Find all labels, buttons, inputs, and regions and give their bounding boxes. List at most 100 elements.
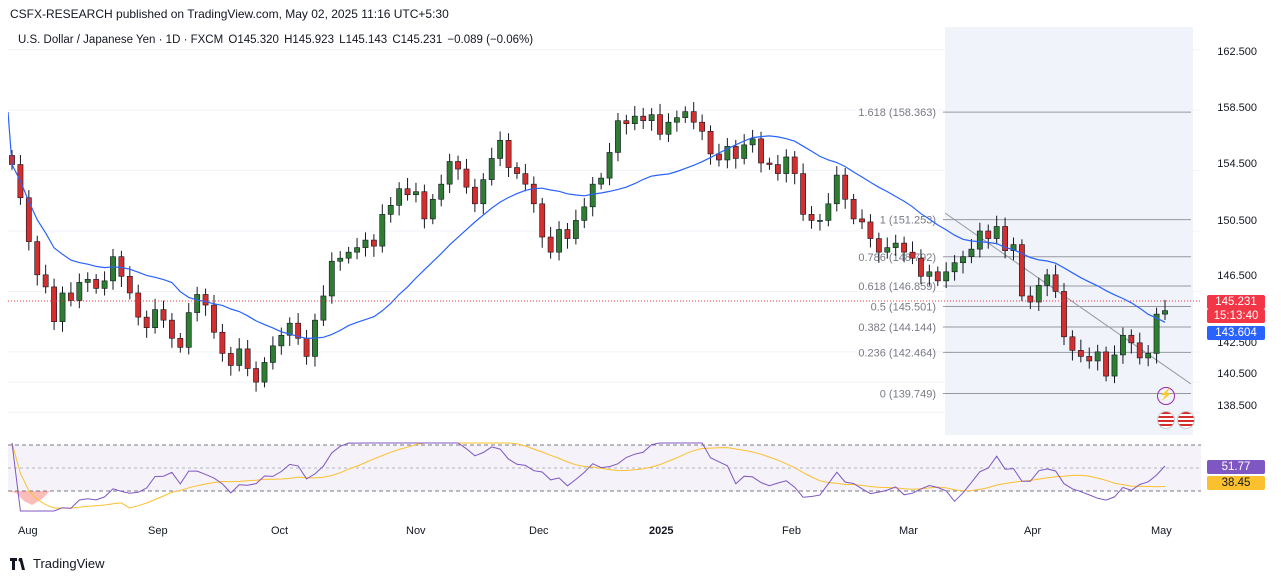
candle-body [825,203,832,221]
candle-body [1044,274,1051,286]
candle-body [295,322,302,339]
candle-body [404,188,411,196]
fib-level-label: 0 (139.749) [880,388,936,400]
candle-body [547,236,554,253]
candle-body [699,121,706,132]
rsi-ma-value-tag: 38.45 [1207,476,1265,490]
candle-body [943,271,950,282]
candle-body [690,111,697,123]
candle-body [413,191,419,196]
candle-body [1103,351,1109,377]
price-axis-label: 150.500 [1217,215,1257,227]
rsi-line [11,442,1166,512]
candle-body [396,188,403,206]
candle-body [817,220,823,222]
candle-body [581,206,588,221]
candle-body [1077,350,1084,357]
price-axis-label: 154.500 [1217,158,1257,170]
candle-body [564,229,571,239]
candle-body [177,337,184,348]
candle-body [76,282,83,301]
candle-body [657,114,663,135]
candle-body [202,294,209,306]
candle-body [1061,291,1067,338]
candle-body [1002,226,1008,251]
candle-body [143,316,150,329]
candle-body [194,294,201,313]
candle-body [429,198,436,220]
candle-body [598,177,605,185]
price-axis-label: 140.500 [1217,368,1257,380]
rsi-chart[interactable] [8,441,1201,513]
candle-body [1120,334,1126,356]
candle-body [951,262,958,273]
moving-average-line [8,111,1166,340]
candle-body [253,368,259,383]
candle-body [1027,295,1034,303]
candle-body [800,173,807,215]
candle-body [833,174,840,205]
candle-body [303,337,310,357]
candle-body [1019,244,1025,297]
candle-body [438,183,445,200]
us-flag-event-icon-2[interactable] [1177,411,1195,429]
tradingview-brand[interactable]: TradingView [10,556,105,571]
time-axis-label: Aug [18,525,38,537]
candle-body [884,247,891,253]
candle-body [926,271,933,277]
candle-body [589,183,596,208]
price-axis-label: 138.500 [1217,400,1257,412]
rsi-value-tag: 51.77 [1207,460,1265,474]
fibonacci-retracement[interactable]: 1.618 (158.363) 1 (151.253) 0.786 (148.792… [858,107,1191,400]
time-axis-label: Dec [529,525,549,537]
candle-body [572,220,579,239]
change-value: −0.089 (−0.06%) [447,34,534,46]
candle-body [118,256,125,277]
candle-body [25,197,32,242]
candle-body [522,173,529,185]
candle-body [842,174,849,200]
candle-body [463,168,470,188]
candle-body [1035,285,1042,303]
lightning-event-icon[interactable]: ⚡ [1157,387,1175,405]
candle-body [741,144,748,159]
candle-body [421,191,428,220]
candle-body [488,158,495,180]
candle-body [631,115,638,125]
candle-body [1094,351,1101,362]
candle-body [101,280,108,289]
candle-body [211,304,217,333]
candle-body [320,295,327,321]
candle-body [968,248,975,257]
candle-body [724,146,731,161]
candle-body [135,292,142,318]
candle-body [1136,342,1143,359]
candle-body [640,115,647,121]
time-axis-label: Apr [1024,525,1042,537]
candle-body [1162,310,1168,315]
time-axis-label: Sep [148,525,168,537]
candle-body [1069,336,1076,351]
candle-body [1052,274,1059,292]
price-axis-label: 142.500 [1217,337,1257,349]
candle-body [918,257,924,277]
candle-body [682,111,689,118]
last-price-tag: 145.231 [1207,295,1265,309]
candle-body [328,260,335,297]
fib-level-label: 0.382 (144.144) [858,322,936,334]
candle-body [648,114,655,121]
candle-body [1128,334,1135,344]
price-axis-label: 162.500 [1217,46,1257,58]
candle-body [379,214,386,247]
time-axis-label: May [1151,525,1172,537]
candle-body [808,214,815,221]
low-value: L145.143 [339,34,388,46]
us-flag-event-icon[interactable] [1157,411,1175,429]
candle-body [875,238,882,253]
fib-level-label: 1.618 (158.363) [858,107,936,119]
price-chart[interactable]: 1.618 (158.363) 1 (151.253) 0.786 (148.792… [8,27,1201,435]
candle-body [909,251,916,259]
candle-body [160,309,167,321]
fib-level-label: 1 (151.253) [880,215,936,227]
candle-body [59,292,66,322]
